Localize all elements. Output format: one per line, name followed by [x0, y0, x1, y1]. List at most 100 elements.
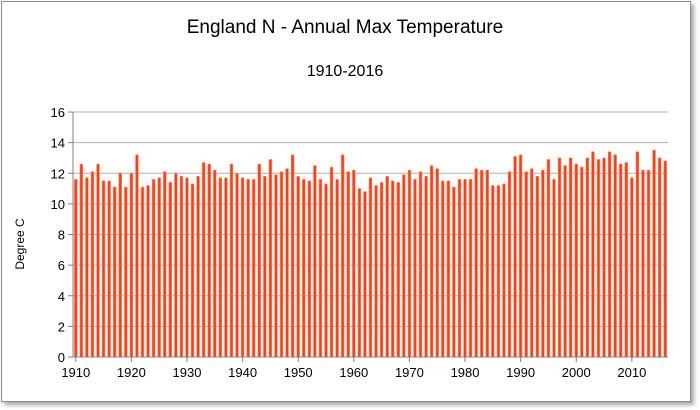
bar-1984 [485, 169, 489, 358]
bar-1925 [157, 177, 161, 358]
bar-1948 [285, 168, 289, 358]
bar-1929 [179, 176, 184, 358]
bar-1962 [363, 191, 367, 358]
bar-1964 [374, 185, 378, 358]
bar-1993 [535, 176, 540, 358]
bar-1959 [346, 171, 350, 358]
bar-1934 [207, 163, 211, 358]
bar-1938 [229, 163, 234, 358]
y-tick-label: 10 [51, 197, 65, 212]
bar-1930 [185, 177, 189, 358]
bar-1980 [463, 179, 467, 358]
bar-1963 [368, 177, 373, 358]
x-tick-label: 2010 [617, 365, 646, 380]
bar-2005 [602, 157, 606, 358]
bar-1917 [113, 186, 117, 358]
bar-1978 [452, 186, 456, 358]
bar-1965 [379, 182, 384, 358]
bar-2012 [641, 169, 645, 358]
bar-1973 [424, 176, 428, 358]
bar-1914 [96, 163, 100, 358]
x-tick-label: 1950 [284, 365, 313, 380]
bar-1940 [240, 177, 245, 358]
bar-1996 [552, 179, 556, 358]
bar-1951 [302, 179, 306, 358]
bar-1937 [224, 177, 228, 358]
bar-1916 [107, 180, 111, 358]
bar-1977 [446, 180, 451, 358]
bar-1997 [557, 157, 562, 358]
bar-1928 [174, 172, 178, 358]
bar-1945 [268, 159, 273, 358]
y-tick-label: 0 [58, 350, 65, 365]
bar-1927 [168, 182, 173, 358]
bar-2003 [591, 151, 595, 358]
bar-1944 [263, 176, 267, 358]
bar-2007 [613, 154, 617, 358]
bar-2009 [624, 162, 628, 358]
bar-2011 [635, 151, 640, 358]
bar-1913 [90, 171, 95, 358]
y-tick-label: 2 [58, 319, 65, 334]
bar-1918 [118, 172, 122, 358]
bar-1961 [357, 188, 362, 358]
bar-1912 [85, 177, 89, 358]
y-tick-label: 12 [51, 166, 65, 181]
bar-1931 [190, 183, 195, 358]
bar-1923 [146, 185, 150, 358]
x-tick-label: 1980 [451, 365, 480, 380]
bar-1920 [129, 172, 134, 358]
bar-1953 [313, 165, 317, 358]
bar-1939 [235, 172, 239, 358]
bar-1955 [324, 183, 328, 358]
bar-1911 [79, 163, 84, 358]
bar-1992 [530, 168, 534, 358]
bar-1933 [201, 162, 206, 358]
bar-1968 [396, 182, 400, 358]
bar-1967 [391, 180, 395, 358]
bar-1950 [296, 176, 300, 358]
bars [74, 149, 667, 358]
chart-subtitle: 1910-2016 [307, 63, 384, 80]
bar-1979 [457, 179, 462, 358]
bar-2000 [574, 163, 578, 358]
bar-1960 [352, 169, 356, 358]
bar-1956 [329, 166, 334, 358]
x-tick-label: 1940 [228, 365, 257, 380]
bar-1942 [252, 179, 256, 358]
bar-1972 [418, 171, 423, 358]
y-tick-label: 14 [51, 136, 65, 151]
x-tick-label: 1960 [339, 365, 368, 380]
bar-1986 [496, 185, 501, 358]
bar-1947 [279, 171, 284, 358]
bar-2002 [585, 157, 590, 358]
bar-1998 [563, 165, 567, 358]
x-tick-label: 1930 [173, 365, 202, 380]
x-tick-labels: 1910 1920 1930 1940 1950 1960 1970 1980 1990 2000… [61, 365, 646, 380]
bar-1924 [151, 179, 156, 358]
axes [68, 111, 668, 362]
y-tick-label: 8 [58, 228, 65, 243]
bar-2010 [630, 177, 634, 358]
bar-1926 [163, 171, 167, 358]
bar-1936 [218, 177, 223, 358]
bar-1954 [318, 179, 323, 358]
bar-1985 [491, 185, 495, 358]
bar-1935 [213, 169, 217, 358]
y-tick-label: 16 [51, 105, 65, 120]
y-tick-labels: 0 2 4 6 8 10 12 14 16 [51, 105, 65, 365]
bar-1987 [502, 183, 506, 358]
bar-1922 [140, 186, 145, 358]
bar-1989 [513, 156, 517, 358]
bar-2016 [663, 160, 667, 358]
bar-1966 [385, 176, 389, 358]
bar-1999 [568, 157, 573, 358]
bar-2006 [607, 151, 612, 358]
bar-2001 [580, 166, 584, 358]
y-tick-label: 4 [58, 289, 65, 304]
bar-1910 [74, 179, 78, 358]
bar-1969 [402, 174, 406, 358]
bar-1995 [546, 159, 551, 358]
bar-1949 [290, 154, 295, 358]
